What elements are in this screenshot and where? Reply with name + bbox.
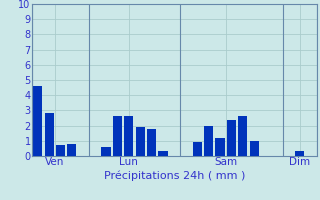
Bar [204, 126, 213, 156]
Bar [215, 138, 225, 156]
X-axis label: Précipitations 24h ( mm ): Précipitations 24h ( mm ) [104, 170, 245, 181]
Bar [136, 127, 145, 156]
Bar [238, 116, 247, 156]
Bar [33, 86, 42, 156]
Bar [56, 145, 65, 156]
Bar [101, 147, 111, 156]
Bar [67, 144, 76, 156]
Bar [193, 142, 202, 156]
Bar [124, 116, 133, 156]
Bar [250, 141, 259, 156]
Bar [295, 151, 304, 156]
Bar [113, 116, 122, 156]
Bar [158, 151, 168, 156]
Bar [227, 120, 236, 156]
Bar [147, 129, 156, 156]
Bar [44, 113, 54, 156]
